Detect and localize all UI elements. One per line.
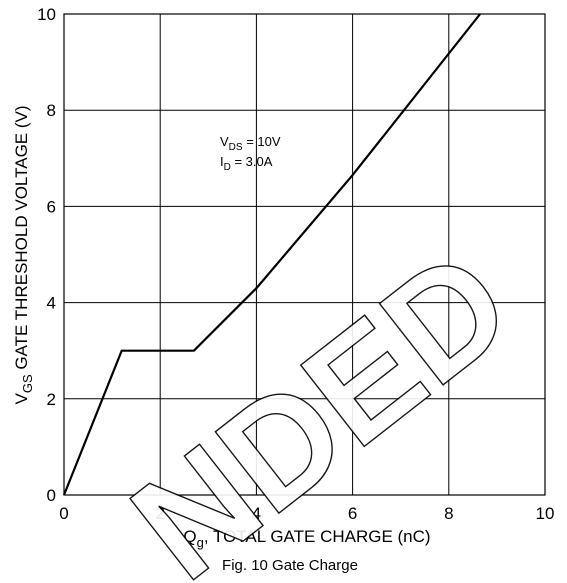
x-axis-label-var: Q [183,527,196,546]
annotation-vds-sub: DS [229,142,243,153]
annotation-id-sub: D [224,162,231,173]
annotation-vds-var: V [220,134,229,149]
x-axis-label-sub: g [197,535,204,550]
x-tick-label-4: 8 [444,504,453,523]
annotation-id: ID = 3.0A [220,154,273,173]
y-tick-label-4: 8 [47,101,56,120]
y-tick-label-2: 4 [47,294,56,313]
y-tick-label-5: 10 [37,5,56,24]
y-tick-label-0: 0 [47,486,56,505]
y-axis-label: VGS GATE THRESHOLD VOLTAGE (V) [12,105,35,404]
annotation-vds: VDS = 10V [220,134,281,153]
x-tick-label-5: 10 [536,504,555,523]
y-axis-label-sub: GS [20,374,35,393]
annotation-vds-text: = 10V [243,134,281,149]
y-axis-label-text: GATE THRESHOLD VOLTAGE (V) [12,105,31,374]
y-tick-label-1: 2 [47,390,56,409]
x-tick-label-1: 2 [155,504,164,523]
x-axis-label-text: , TOTAL GATE CHARGE (nC) [204,527,431,546]
series-line [62,13,481,496]
y-axis-ticks: 0 2 4 6 8 10 [37,5,56,505]
figure-caption: Fig. 10 Gate Charge [222,557,358,574]
annotation-id-text: = 3.0A [231,154,273,169]
x-tick-label-0: 0 [59,504,68,523]
x-axis-label: Qg, TOTAL GATE CHARGE (nC) [183,527,430,550]
x-axis-ticks: 0 2 4 6 8 10 [59,504,554,523]
x-tick-label-3: 6 [348,504,357,523]
plot-frame [63,13,546,496]
x-tick-label-2: 4 [252,504,261,523]
y-tick-label-3: 6 [47,197,56,216]
y-axis-label-var: V [12,393,31,405]
annotation-id-var: I [220,154,224,169]
